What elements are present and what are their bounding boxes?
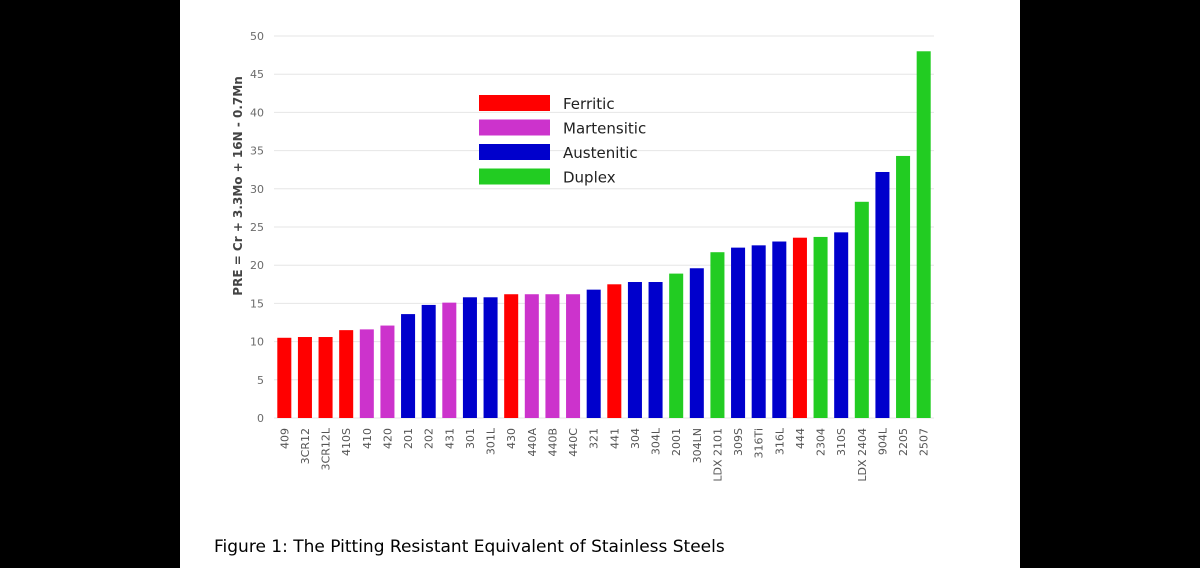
x-tick-label: 904L xyxy=(876,427,889,455)
x-tick-label: 2001 xyxy=(670,428,683,456)
legend: Ferritic Martensitic Austenitic Duplex xyxy=(479,95,646,187)
y-tick-label: 0 xyxy=(257,412,264,425)
bar-309s xyxy=(731,247,746,418)
bar-420 xyxy=(380,325,395,418)
bar-304 xyxy=(627,282,642,418)
y-axis-ticks: 0 5 10 15 20 25 30 35 40 45 50 xyxy=(250,30,264,425)
legend-label-ferritic: Ferritic xyxy=(563,95,615,113)
x-tick-label: 441 xyxy=(608,428,621,449)
x-tick-label: 430 xyxy=(505,428,518,449)
x-tick-label: 409 xyxy=(278,428,291,449)
bar-304ln xyxy=(689,268,704,418)
bar-3cr12l xyxy=(318,337,333,418)
bar-410 xyxy=(359,329,374,418)
bar-ldx-2101 xyxy=(710,252,725,418)
legend-label-austenitic: Austenitic xyxy=(563,144,638,162)
x-tick-label: 309S xyxy=(732,428,745,456)
x-tick-label: 310S xyxy=(835,428,848,456)
y-tick-label: 50 xyxy=(250,30,264,43)
x-tick-label: 2205 xyxy=(897,428,910,456)
x-tick-label: 2304 xyxy=(815,428,828,456)
bar-410s xyxy=(339,330,354,418)
x-tick-label: LDX 2404 xyxy=(856,428,869,482)
x-tick-label: 304 xyxy=(629,428,642,449)
x-tick-label: 410 xyxy=(361,428,374,449)
legend-swatch-ferritic xyxy=(479,95,550,111)
bar-301 xyxy=(462,297,477,418)
bar-202 xyxy=(421,304,436,418)
x-tick-label: 431 xyxy=(443,428,456,449)
bar-301l xyxy=(483,297,498,418)
bar-3cr12 xyxy=(297,337,312,418)
y-tick-label: 25 xyxy=(250,221,264,234)
x-tick-label: 440B xyxy=(546,428,559,457)
legend-swatch-martensitic xyxy=(479,119,550,136)
bar-440c xyxy=(566,294,581,418)
x-tick-label: 202 xyxy=(423,428,436,449)
y-tick-label: 30 xyxy=(250,183,264,196)
x-tick-label: 2507 xyxy=(918,428,931,456)
x-tick-label: 301 xyxy=(464,428,477,449)
y-tick-label: 45 xyxy=(250,68,264,81)
bar-444 xyxy=(792,237,807,418)
x-tick-label: 3CR12 xyxy=(299,428,312,464)
bar-321 xyxy=(586,289,601,418)
bar-310s xyxy=(834,232,849,418)
x-tick-label: 440C xyxy=(567,428,580,457)
bar-409 xyxy=(277,337,292,418)
bar-440a xyxy=(524,294,539,418)
bar-2507 xyxy=(916,51,931,418)
bar-2205 xyxy=(896,155,911,418)
bar-431 xyxy=(442,302,457,418)
figure-panel: 0 5 10 15 20 25 30 35 40 45 50 409 3CR12 3CR12L 410S 4… xyxy=(180,0,1020,568)
x-tick-label: 420 xyxy=(381,428,394,449)
x-tick-label: 316L xyxy=(773,427,786,455)
bars xyxy=(277,51,931,418)
x-axis-labels: 409 3CR12 3CR12L 410S 410 420 201 202 431 301 301L… xyxy=(278,427,930,481)
bar-2304 xyxy=(813,236,828,418)
legend-label-duplex: Duplex xyxy=(563,169,616,187)
legend-swatch-austenitic xyxy=(479,144,550,160)
bar-201 xyxy=(401,314,416,418)
x-tick-label: 304L xyxy=(650,427,663,455)
bar-304l xyxy=(648,282,663,418)
x-tick-label: 316Ti xyxy=(753,428,766,458)
bar-ldx-2404 xyxy=(854,201,869,418)
x-tick-label: 301L xyxy=(485,427,498,455)
bar-316l xyxy=(772,241,787,418)
bar-2001 xyxy=(669,273,684,418)
y-tick-label: 5 xyxy=(257,374,264,387)
figure-caption: Figure 1: The Pitting Resistant Equivale… xyxy=(214,537,725,557)
x-tick-label: 321 xyxy=(588,428,601,449)
bar-316ti xyxy=(751,245,766,418)
bar-440b xyxy=(545,294,560,418)
x-tick-label: 410S xyxy=(340,428,353,456)
y-axis-label: PRE = Cr + 3.3Mo + 16N - 0.7Mn xyxy=(231,76,245,295)
x-tick-label: 440A xyxy=(526,428,539,457)
x-tick-label: 304LN xyxy=(691,428,704,463)
x-tick-label: 3CR12L xyxy=(320,427,333,470)
bar-904l xyxy=(875,171,890,418)
legend-label-martensitic: Martensitic xyxy=(563,120,646,138)
y-tick-label: 35 xyxy=(250,145,264,158)
y-tick-label: 20 xyxy=(250,259,264,272)
x-tick-label: LDX 2101 xyxy=(711,428,724,482)
y-tick-label: 40 xyxy=(250,106,264,119)
x-tick-label: 444 xyxy=(794,428,807,449)
legend-swatch-duplex xyxy=(479,168,550,185)
bar-430 xyxy=(504,294,519,418)
x-tick-label: 201 xyxy=(402,428,415,449)
bar-441 xyxy=(607,284,622,418)
y-tick-label: 15 xyxy=(250,297,264,310)
y-tick-label: 10 xyxy=(250,336,264,349)
